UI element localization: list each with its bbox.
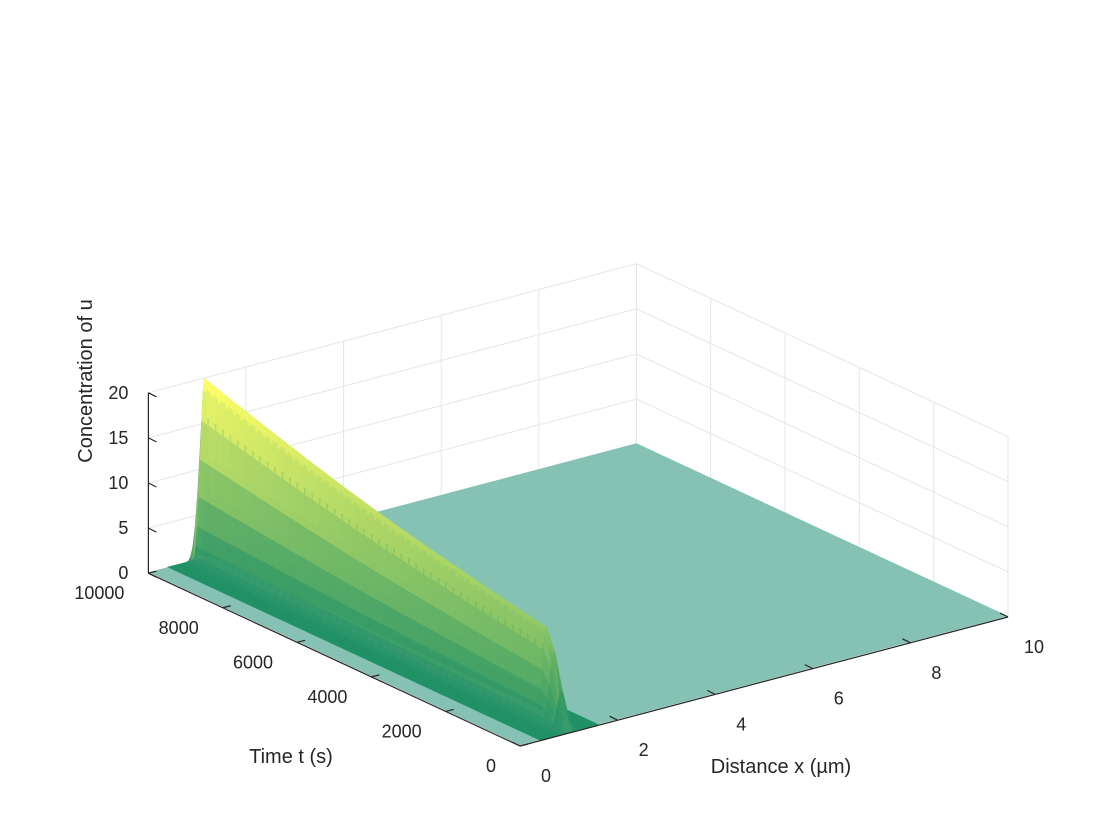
y-tick-label: 10000 <box>74 583 124 603</box>
y-tick <box>519 743 529 747</box>
z-tick <box>148 527 157 533</box>
grid-line <box>148 308 1009 483</box>
y-tick-label: 6000 <box>233 652 273 672</box>
x-axis-label: Distance x (µm) <box>711 756 851 778</box>
y-tick <box>371 674 380 678</box>
z-tick <box>148 437 157 443</box>
z-tick <box>148 392 157 398</box>
y-tick <box>222 605 231 609</box>
x-tick-label: 10 <box>1024 637 1044 657</box>
y-tick-label: 8000 <box>159 618 199 638</box>
y-axis-line <box>148 572 521 747</box>
axes-lines <box>147 392 1009 747</box>
x-tick <box>511 741 521 747</box>
y-tick-label: 2000 <box>382 721 422 741</box>
z-tick-label: 5 <box>118 518 128 538</box>
y-tick-label: 0 <box>486 756 496 776</box>
z-tick-label: 0 <box>118 563 128 583</box>
y-tick <box>445 708 454 713</box>
x-tick <box>999 612 1009 618</box>
z-tick-label: 10 <box>108 473 128 493</box>
grid-line <box>148 353 1009 528</box>
x-tick-label: 8 <box>931 663 941 683</box>
z-tick-label: 20 <box>108 383 128 403</box>
x-tick-label: 6 <box>834 689 844 709</box>
x-tick-label: 0 <box>541 766 551 786</box>
z-tick <box>148 572 157 578</box>
surface-mesh <box>148 378 1008 746</box>
z-tick <box>148 482 157 488</box>
x-tick-label: 2 <box>639 740 649 760</box>
x-tick <box>804 664 814 670</box>
y-tick <box>296 639 306 643</box>
x-tick <box>609 715 618 721</box>
x-tick <box>902 638 911 644</box>
y-tick <box>148 570 157 574</box>
x-tick-label: 4 <box>736 714 746 734</box>
grid-line <box>148 263 1009 438</box>
x-axis-line <box>519 616 1009 747</box>
x-tick <box>706 689 716 695</box>
z-axis-label: Concentration of u <box>75 299 97 462</box>
y-tick-label: 4000 <box>307 687 347 707</box>
surface-patch <box>588 720 599 726</box>
y-axis-label: Time t (s) <box>249 746 333 768</box>
z-tick-label: 15 <box>108 428 128 448</box>
